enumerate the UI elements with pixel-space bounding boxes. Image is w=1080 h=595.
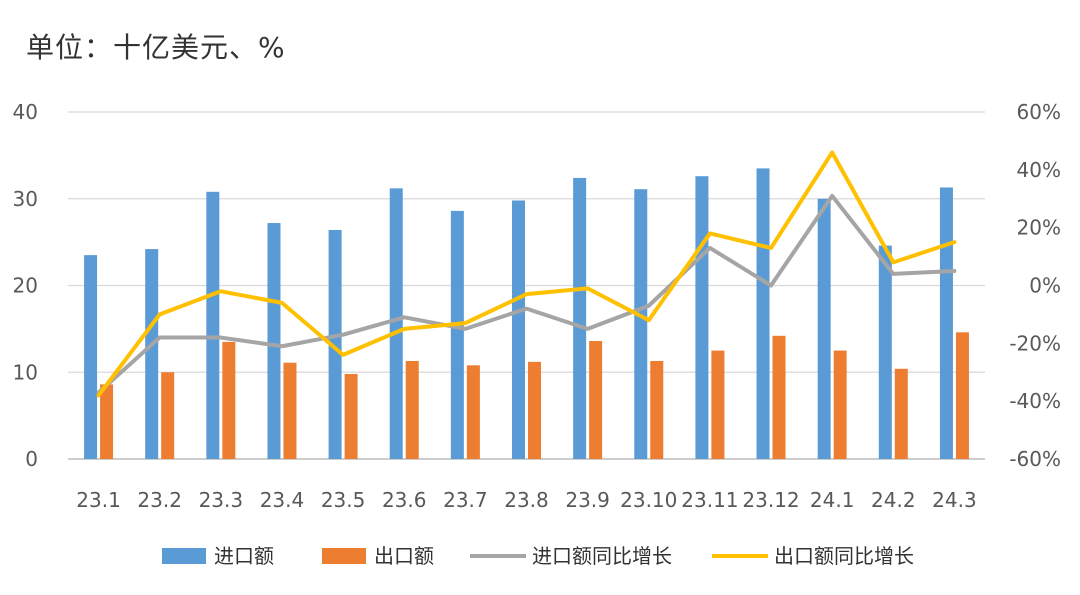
x-tick-label: 24.1 <box>810 488 855 512</box>
bar-export <box>283 362 297 459</box>
bar-import <box>206 191 220 459</box>
y-axis-left: 0 10 20 30 40 <box>13 100 38 471</box>
legend-label: 进口额 <box>214 544 274 568</box>
y-right-tick-label: 0% <box>1029 274 1061 298</box>
bar-import <box>878 245 892 459</box>
line-export-yoy <box>96 150 957 398</box>
y-left-tick-label: 0 <box>25 447 38 471</box>
bar-import <box>389 188 403 459</box>
x-tick-label: 23.7 <box>443 488 488 512</box>
bar-export <box>405 360 419 459</box>
x-tick-label: 24.2 <box>871 488 916 512</box>
x-tick-label: 23.5 <box>321 488 366 512</box>
bar-export <box>100 384 114 459</box>
bar-export <box>955 332 969 459</box>
bar-export <box>344 373 358 459</box>
x-tick-label: 23.8 <box>504 488 549 512</box>
bar-export <box>650 360 664 459</box>
legend: 进口额 出口额 进口额同比增长 出口额同比增长 <box>162 544 914 568</box>
y-axis-right: -60% -40% -20% 0% 20% 40% 60% <box>1009 100 1061 471</box>
y-left-tick-label: 30 <box>13 187 38 211</box>
legend-label: 进口额同比增长 <box>532 544 672 568</box>
y-right-tick-label: -60% <box>1009 447 1061 471</box>
bar-series <box>84 168 969 460</box>
bar-import <box>939 187 953 459</box>
bar-export <box>711 350 725 459</box>
y-right-tick-label: -20% <box>1009 331 1061 355</box>
bar-import <box>512 200 525 460</box>
x-tick-label: 23.10 <box>620 488 677 512</box>
bar-export <box>528 361 541 459</box>
legend-label: 出口额同比增长 <box>774 544 914 568</box>
y-left-tick-label: 20 <box>13 274 38 298</box>
x-tick-label: 23.2 <box>137 488 182 512</box>
x-tick-label: 23.12 <box>742 488 799 512</box>
y-right-tick-label: 40% <box>1017 158 1061 182</box>
x-tick-label: 23.4 <box>260 488 305 512</box>
x-tick-label: 23.9 <box>565 488 610 512</box>
bar-import <box>573 177 587 459</box>
bar-export <box>589 341 603 459</box>
bar-import <box>145 249 159 459</box>
x-tick-label: 24.3 <box>932 488 977 512</box>
legend-swatch <box>322 548 366 564</box>
line-import-yoy <box>96 193 957 395</box>
bar-import <box>756 168 770 459</box>
x-tick-label: 23.6 <box>382 488 427 512</box>
line-series <box>96 150 957 398</box>
y-right-tick-label: -40% <box>1009 389 1061 413</box>
x-tick-label: 23.3 <box>199 488 244 512</box>
x-tick-label: 23.1 <box>76 488 121 512</box>
bar-export <box>222 341 236 459</box>
legend-label: 出口额 <box>374 544 434 568</box>
bar-import <box>634 189 648 459</box>
y-right-tick-label: 20% <box>1017 216 1061 240</box>
gridlines <box>68 111 985 460</box>
bar-import <box>267 223 281 459</box>
bar-import <box>84 255 98 459</box>
bar-import <box>450 210 464 459</box>
bar-import <box>328 229 342 459</box>
y-right-tick-label: 60% <box>1017 100 1061 124</box>
bar-export <box>833 350 847 459</box>
y-left-tick-label: 10 <box>13 360 38 384</box>
bar-export <box>772 335 786 459</box>
legend-swatch <box>162 548 206 564</box>
x-axis: 23.1 23.2 23.3 23.4 23.5 23.6 23.7 23.8 23.9 23.1… <box>76 488 976 512</box>
bar-export <box>161 372 175 459</box>
bar-import <box>695 176 709 459</box>
bar-export <box>466 365 480 459</box>
x-tick-label: 23.11 <box>681 488 738 512</box>
chart-title: 单位：十亿美元、% <box>26 31 286 64</box>
bar-import <box>817 198 831 459</box>
y-left-tick-label: 40 <box>13 100 38 124</box>
bar-export <box>894 368 908 459</box>
